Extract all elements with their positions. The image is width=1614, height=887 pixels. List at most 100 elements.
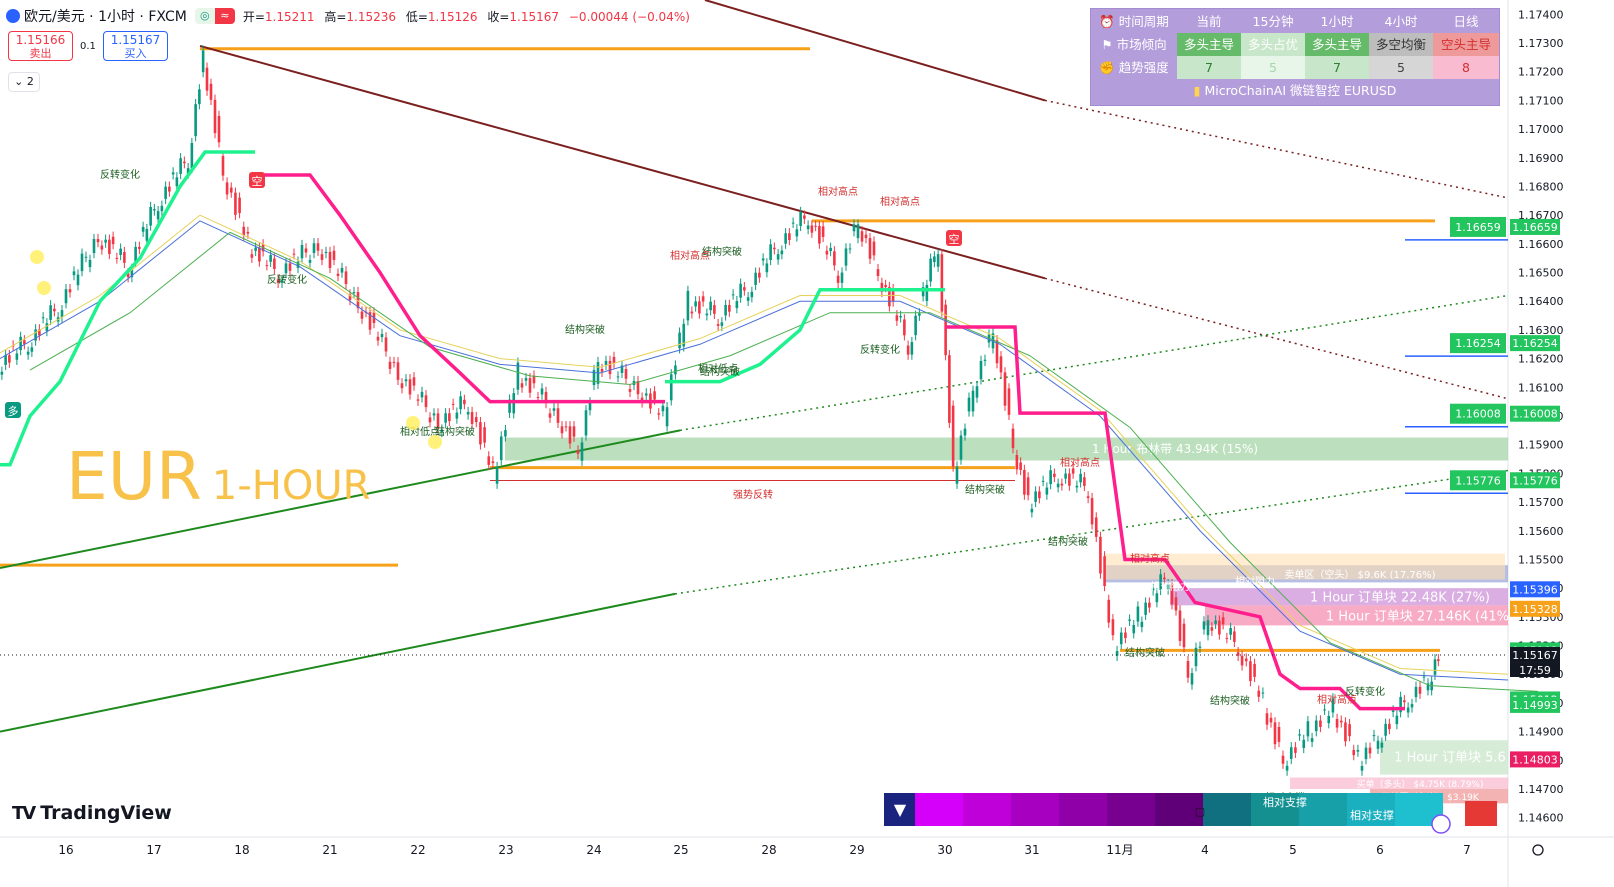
- table-cell: 当前: [1196, 14, 1222, 29]
- candle-body: [26, 351, 30, 355]
- candle-body: [84, 256, 88, 258]
- countdown-label: 17:59: [1519, 664, 1551, 677]
- ma-yellow-line: [0, 214, 1509, 675]
- visibility-toggle[interactable]: ◎ ≈: [194, 8, 235, 24]
- down-triangle-icon: ▼: [894, 800, 907, 819]
- symbol-title[interactable]: 欧元/美元 · 1小时 · FXCM: [24, 9, 187, 25]
- price-badge-label: 1.15167: [1512, 649, 1558, 662]
- candle-body: [336, 273, 340, 276]
- candle-body: [432, 413, 436, 416]
- candle-body: [221, 156, 225, 176]
- candle-body: [516, 362, 520, 390]
- candle-body: [979, 360, 983, 380]
- tradingview-logo[interactable]: TV TradingView: [12, 802, 172, 824]
- candle-body: [324, 251, 328, 254]
- candle-body: [1391, 710, 1395, 712]
- candle-body: [788, 233, 791, 240]
- candle-body: [229, 187, 233, 193]
- candle-body: [463, 399, 466, 405]
- candle-body: [1136, 606, 1140, 622]
- candle-body: [459, 396, 462, 410]
- candle-body: [592, 370, 596, 386]
- strip-segment: [1251, 793, 1299, 826]
- candle-body: [580, 442, 584, 461]
- candle-body: [1007, 388, 1011, 415]
- candle-body: [720, 322, 724, 326]
- candle-body: [803, 215, 806, 219]
- price-badge: [1510, 218, 1560, 235]
- candle-body: [92, 238, 96, 254]
- countdown-badge: [1510, 662, 1560, 677]
- candle-body: [288, 263, 292, 271]
- candle-body: [544, 391, 548, 404]
- buy-button[interactable]: 1.15167 买入: [103, 31, 168, 61]
- candle-body: [903, 319, 906, 336]
- candle-body: [483, 427, 486, 443]
- candle-body: [80, 253, 84, 272]
- candle-body: [508, 399, 511, 413]
- candle-body: [428, 417, 432, 423]
- level-tag: [1450, 333, 1506, 354]
- sell-button[interactable]: 1.15166 卖出: [8, 31, 73, 61]
- candle-body: [1410, 704, 1414, 708]
- candle-body: [686, 290, 690, 321]
- chart-annotation: 反转变化: [267, 273, 307, 286]
- settings-icon: [1532, 844, 1544, 856]
- candle-body: [487, 456, 491, 465]
- candle-body: [352, 292, 356, 294]
- candle-body: [304, 248, 308, 253]
- candle-body: [568, 426, 572, 444]
- candle-body: [296, 261, 300, 268]
- candle-body: [1026, 477, 1030, 496]
- candle-body: [1356, 749, 1360, 752]
- candle-body: [868, 238, 872, 259]
- candle-body: [743, 287, 746, 291]
- candle-body: [948, 355, 951, 423]
- candle-body: [701, 296, 705, 302]
- candle-body: [1003, 372, 1007, 406]
- candle-body: [1294, 747, 1297, 753]
- candle-body: [1198, 646, 1202, 648]
- level-tag-label: 1.15776: [1455, 474, 1501, 487]
- candle-body: [300, 245, 304, 259]
- x-tick-label: 25: [673, 843, 688, 857]
- candle-body: [111, 236, 115, 245]
- chart-annotation: 结构突破: [1048, 535, 1088, 548]
- candle-body: [217, 115, 221, 143]
- candle-body: [1422, 676, 1426, 678]
- marker-dot: [428, 435, 442, 449]
- collapse-indicators-button[interactable]: ⌄ 2: [8, 72, 40, 92]
- candle-body: [995, 340, 999, 364]
- candle-body: [1159, 574, 1162, 590]
- candle-body: [1364, 747, 1368, 760]
- table-cell: 7: [1305, 56, 1369, 79]
- candle-body: [1148, 602, 1151, 608]
- price-badge: [1510, 472, 1560, 489]
- candle-body: [504, 430, 507, 437]
- signal-label: 多: [8, 404, 19, 418]
- candle-body: [1249, 661, 1252, 682]
- candle-body: [1034, 491, 1037, 502]
- table-row: ⚑ 市场倾向 多头主导 多头占优 多头主导 多空均衡 空头主导: [1091, 33, 1499, 56]
- zone-box: [1380, 740, 1508, 775]
- trailing-stop-line: [945, 325, 1405, 711]
- lightning-icon: [1431, 814, 1451, 834]
- candle-body: [1107, 599, 1111, 623]
- candle-body: [404, 379, 408, 382]
- candle-body: [392, 362, 396, 364]
- candle-body: [1395, 715, 1399, 725]
- chart-annotation: 反转变化: [100, 168, 140, 181]
- candle-body: [41, 317, 45, 319]
- candle-body: [724, 304, 727, 316]
- wave-icon[interactable]: ≈: [214, 8, 235, 24]
- y-tick-label: 1.17300: [1518, 37, 1564, 50]
- y-tick-label: 1.17100: [1518, 94, 1564, 107]
- candle-body: [34, 329, 37, 341]
- candle-body: [584, 410, 588, 436]
- candle-body: [836, 275, 840, 283]
- chart-annotation: 结构突破: [700, 365, 740, 378]
- candle-body: [825, 250, 829, 255]
- eye-icon[interactable]: ◎: [194, 8, 215, 24]
- candle-body: [1119, 632, 1123, 645]
